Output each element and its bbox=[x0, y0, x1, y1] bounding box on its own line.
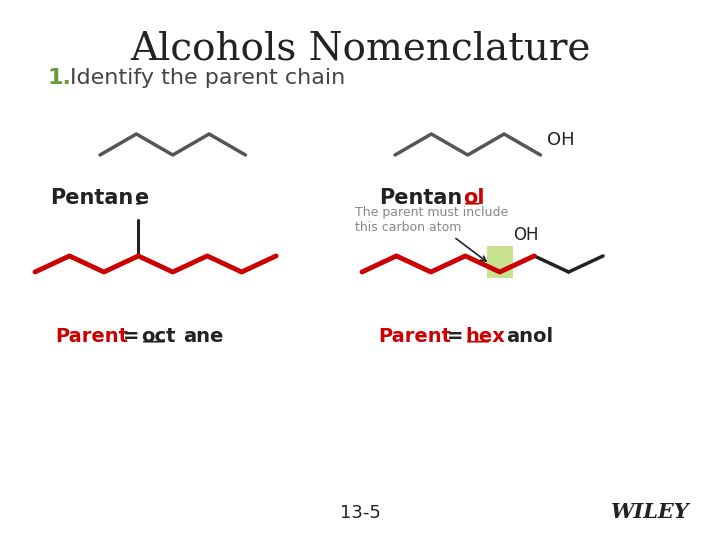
Text: Identify the parent chain: Identify the parent chain bbox=[70, 68, 346, 88]
Text: e: e bbox=[134, 188, 148, 208]
Text: Pentan: Pentan bbox=[379, 188, 462, 208]
Text: OH: OH bbox=[547, 131, 575, 149]
Text: anol: anol bbox=[506, 327, 553, 346]
Text: hex: hex bbox=[465, 327, 505, 346]
Text: OH: OH bbox=[513, 226, 539, 244]
Text: WILEY: WILEY bbox=[611, 502, 690, 522]
Text: Parent: Parent bbox=[55, 327, 128, 346]
Text: Alcohols Nomenclature: Alcohols Nomenclature bbox=[130, 30, 590, 67]
Text: 1.: 1. bbox=[48, 68, 72, 88]
Bar bbox=[487, 246, 513, 278]
Text: Pentan: Pentan bbox=[50, 188, 133, 208]
Text: ane: ane bbox=[183, 327, 223, 346]
Text: The parent must include
this carbon atom: The parent must include this carbon atom bbox=[355, 206, 508, 261]
Text: =: = bbox=[447, 327, 464, 346]
Text: 13-5: 13-5 bbox=[340, 504, 380, 522]
Text: =: = bbox=[123, 327, 140, 346]
Text: oct: oct bbox=[141, 327, 176, 346]
Text: Parent: Parent bbox=[378, 327, 451, 346]
Text: ol: ol bbox=[463, 188, 485, 208]
